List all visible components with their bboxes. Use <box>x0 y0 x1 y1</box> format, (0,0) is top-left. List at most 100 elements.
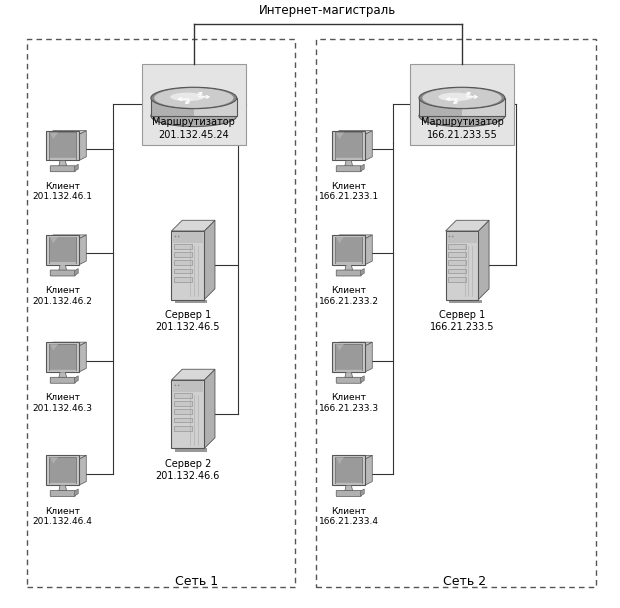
Text: Сеть 2: Сеть 2 <box>443 575 487 587</box>
Polygon shape <box>79 131 86 161</box>
Polygon shape <box>204 369 215 449</box>
Polygon shape <box>332 235 372 238</box>
Bar <box>50 458 76 482</box>
Polygon shape <box>59 161 67 167</box>
Ellipse shape <box>419 87 505 109</box>
Text: Сервер 1
166.21.233.5: Сервер 1 166.21.233.5 <box>430 310 494 331</box>
Polygon shape <box>345 372 353 378</box>
FancyBboxPatch shape <box>50 270 75 276</box>
Bar <box>49 457 76 483</box>
Bar <box>448 277 466 282</box>
Polygon shape <box>449 300 482 303</box>
Polygon shape <box>345 264 353 271</box>
Text: Сервер 2
201.132.46.6: Сервер 2 201.132.46.6 <box>156 459 220 480</box>
Bar <box>447 232 477 243</box>
Bar <box>335 158 362 161</box>
Polygon shape <box>79 342 86 372</box>
Bar <box>336 345 361 369</box>
Text: Клиент
201.132.46.1: Клиент 201.132.46.1 <box>33 182 93 201</box>
Bar <box>335 237 363 263</box>
Bar <box>46 455 79 485</box>
Bar <box>174 277 192 282</box>
Polygon shape <box>361 489 364 496</box>
Bar <box>174 409 192 414</box>
Polygon shape <box>336 237 344 244</box>
Text: Клиент
201.132.46.2: Клиент 201.132.46.2 <box>33 286 92 306</box>
Bar <box>174 269 192 274</box>
Polygon shape <box>194 98 237 116</box>
Polygon shape <box>79 455 86 485</box>
Bar <box>174 418 192 423</box>
Polygon shape <box>79 235 86 264</box>
Bar <box>173 232 203 243</box>
Text: Сеть 1: Сеть 1 <box>175 575 218 587</box>
Polygon shape <box>462 98 505 116</box>
Bar <box>335 344 363 370</box>
Text: Маршрутизатор
201.132.45.24: Маршрутизатор 201.132.45.24 <box>153 117 235 140</box>
Text: Клиент
201.132.46.4: Клиент 201.132.46.4 <box>33 506 92 526</box>
Text: Сервер 1
201.132.46.5: Сервер 1 201.132.46.5 <box>156 310 220 331</box>
FancyBboxPatch shape <box>50 378 75 383</box>
Bar <box>174 252 192 257</box>
Polygon shape <box>172 220 215 231</box>
Bar <box>335 457 363 483</box>
Bar <box>174 244 192 249</box>
Bar <box>50 133 76 157</box>
Polygon shape <box>336 133 344 139</box>
Bar <box>335 370 362 372</box>
Text: Интернет-магистраль: Интернет-магистраль <box>259 4 397 17</box>
Bar <box>336 458 361 482</box>
Polygon shape <box>365 235 372 264</box>
Polygon shape <box>332 455 372 459</box>
FancyBboxPatch shape <box>50 491 75 497</box>
Bar <box>174 426 192 430</box>
Bar <box>335 262 362 264</box>
Bar <box>332 342 365 372</box>
Bar <box>332 455 365 485</box>
Polygon shape <box>172 369 215 380</box>
Ellipse shape <box>151 105 237 126</box>
Bar <box>332 235 365 264</box>
Circle shape <box>178 385 180 386</box>
Bar <box>174 260 192 265</box>
Polygon shape <box>175 449 208 452</box>
Polygon shape <box>365 131 372 161</box>
Bar <box>49 133 76 159</box>
Polygon shape <box>478 220 489 300</box>
Polygon shape <box>50 237 58 244</box>
Bar <box>448 260 466 265</box>
Polygon shape <box>59 264 67 271</box>
Polygon shape <box>336 344 344 351</box>
Circle shape <box>175 385 176 386</box>
Polygon shape <box>332 131 372 134</box>
FancyBboxPatch shape <box>336 491 361 497</box>
FancyBboxPatch shape <box>336 378 361 383</box>
Circle shape <box>452 236 454 237</box>
Polygon shape <box>46 342 86 346</box>
Polygon shape <box>361 164 364 171</box>
Polygon shape <box>175 300 208 303</box>
Text: Маршрутизатор
166.21.233.55: Маршрутизатор 166.21.233.55 <box>420 117 503 140</box>
FancyBboxPatch shape <box>50 166 75 171</box>
FancyBboxPatch shape <box>410 64 514 145</box>
Bar <box>50 345 76 369</box>
Polygon shape <box>151 98 194 116</box>
Ellipse shape <box>419 105 505 126</box>
Polygon shape <box>365 455 372 485</box>
Bar <box>46 342 79 372</box>
Polygon shape <box>204 220 215 300</box>
Polygon shape <box>336 457 344 464</box>
Polygon shape <box>50 344 58 351</box>
Bar <box>174 401 192 406</box>
Bar <box>332 131 365 161</box>
Bar <box>46 131 79 161</box>
Circle shape <box>449 236 450 237</box>
Polygon shape <box>74 489 78 496</box>
Bar <box>49 237 76 263</box>
Polygon shape <box>50 457 58 464</box>
FancyBboxPatch shape <box>336 166 361 171</box>
Bar <box>336 237 361 261</box>
Polygon shape <box>74 164 78 171</box>
Polygon shape <box>332 342 372 346</box>
Ellipse shape <box>422 88 502 108</box>
